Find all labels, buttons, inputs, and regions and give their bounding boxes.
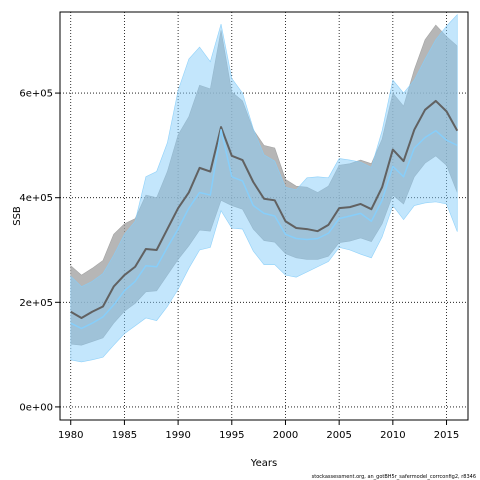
x-tick-label: 1995 <box>219 430 244 441</box>
y-axis-ticks: 0e+00 2e+05 4e+05 6e+05 <box>19 89 60 413</box>
series-line-1 <box>70 99 459 319</box>
plot-frame <box>59 11 469 421</box>
x-tick-label: 1980 <box>58 430 83 441</box>
x-axis-label: Years <box>250 458 277 469</box>
y-axis-label: SSB <box>12 206 23 226</box>
source-footnote: stockassessment.org, an_gotBH5r_safermod… <box>312 474 476 480</box>
x-tick-label: 2000 <box>273 430 298 441</box>
y-tick-label: 4e+05 <box>19 193 53 204</box>
series-lines <box>70 99 459 330</box>
x-axis-ticks: 1980 1985 1990 1995 2000 2005 2010 2015 <box>58 420 459 441</box>
confidence-bands <box>70 13 458 363</box>
confidence-band-2 <box>70 13 458 363</box>
y-tick-label: 0e+00 <box>19 402 53 413</box>
x-tick-label: 1990 <box>165 430 190 441</box>
x-tick-label: 2005 <box>326 430 351 441</box>
series-line-2 <box>70 128 458 330</box>
x-tick-label: 1985 <box>112 430 137 441</box>
x-tick-label: 2010 <box>380 430 405 441</box>
x-tick-label: 2015 <box>434 430 459 441</box>
y-tick-label: 2e+05 <box>19 298 53 309</box>
y-tick-label: 6e+05 <box>19 89 53 100</box>
